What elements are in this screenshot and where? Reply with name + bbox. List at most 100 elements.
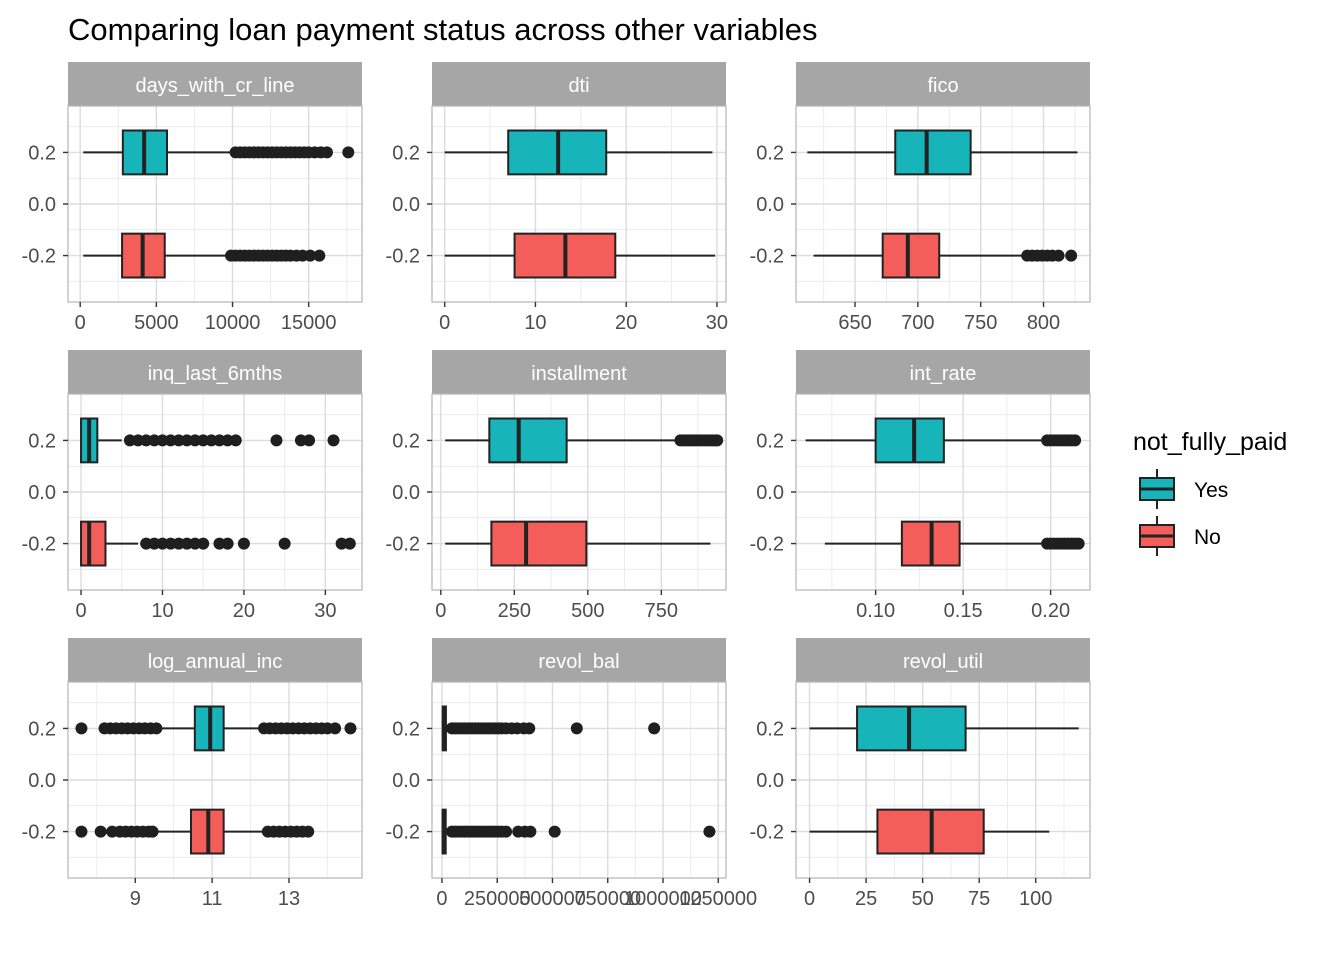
- y-tick-label: 0.2: [392, 430, 420, 452]
- x-tick-label: 0.15: [944, 600, 983, 622]
- x-tick-label: 20: [615, 312, 637, 334]
- outlier-point: [313, 249, 326, 262]
- panel-days_with_cr_line: days_with_cr_line 0.2 0.0 -0.2 0 5000 10000 150…: [22, 62, 363, 334]
- x-tick-label: 0: [439, 312, 450, 334]
- panel-inq_last_6mths: inq_last_6mths 0.2 0.0 -0.2 0 10 20 30: [22, 350, 363, 622]
- box-yes: [75, 705, 357, 752]
- y-tick-label: 0.0: [756, 770, 784, 792]
- facet-label: installment: [531, 363, 627, 385]
- box-yes: [807, 129, 1078, 176]
- y-tick-label: 0.0: [28, 194, 56, 216]
- x-tick-label: 750000: [574, 888, 641, 910]
- y-tick-label: -0.2: [386, 534, 420, 556]
- x-tick-label: 1000000: [624, 888, 702, 910]
- x-tick-label: 11: [202, 888, 223, 910]
- y-tick-label: 0.2: [756, 142, 784, 164]
- x-tick-label: 75: [968, 888, 990, 910]
- box-yes: [809, 705, 1079, 752]
- outlier-point: [278, 537, 291, 550]
- x-tick-label: 650: [838, 312, 871, 334]
- y-tick-label: 0.2: [28, 142, 56, 164]
- x-tick-label: 0: [75, 600, 86, 622]
- x-tick-label: 500000: [519, 888, 586, 910]
- facet-strip: [432, 350, 726, 394]
- y-tick-label: -0.2: [750, 534, 784, 556]
- x-tick-label: 10: [524, 312, 546, 334]
- panel-revol_util: revol_util 0.2 0.0 -0.2 0 25 50 75 100: [750, 638, 1091, 910]
- box-no: [444, 232, 716, 279]
- facet-label: inq_last_6mths: [148, 363, 283, 385]
- box-no: [80, 520, 356, 567]
- panel-dti: dti 0.2 0.0 -0.2 0 10 20 30: [386, 62, 728, 334]
- outlier-point: [75, 825, 88, 838]
- box-yes: [445, 417, 724, 464]
- y-tick-label: 0.2: [28, 718, 56, 740]
- facet-label: revol_bal: [538, 651, 619, 673]
- x-tick-label: 25: [855, 888, 877, 910]
- facet-strip: [68, 62, 362, 106]
- panel-installment: installment 0.2 0.0 -0.2 0 250 500 750: [386, 350, 727, 622]
- outlier-point: [342, 146, 355, 159]
- y-tick-label: -0.2: [750, 822, 784, 844]
- outlier-point: [703, 825, 716, 838]
- x-tick-label: 0: [435, 600, 446, 622]
- y-tick-label: 0.0: [756, 482, 784, 504]
- outlier-point: [329, 722, 342, 735]
- x-tick-label: 13: [278, 888, 300, 910]
- x-tick-label: 800: [1027, 312, 1060, 334]
- box-no: [813, 232, 1078, 279]
- facet-strip: [68, 638, 362, 682]
- x-tick-label: 9: [130, 888, 141, 910]
- outlier-point: [221, 537, 234, 550]
- outlier-point: [1065, 249, 1078, 262]
- x-tick-label: 30: [314, 600, 336, 622]
- box-no: [809, 808, 1050, 855]
- outlier-point: [524, 825, 537, 838]
- outlier-point: [344, 722, 357, 735]
- chart-title: Comparing loan payment status across oth…: [68, 12, 818, 47]
- outlier-point: [1052, 249, 1065, 262]
- x-tick-label: 250: [498, 600, 531, 622]
- outlier-point: [75, 722, 88, 735]
- y-tick-label: 0.2: [392, 142, 420, 164]
- y-tick-label: -0.2: [386, 822, 420, 844]
- facet-strip: [796, 62, 1090, 106]
- box-yes: [444, 129, 713, 176]
- x-tick-label: 5000: [134, 312, 179, 334]
- legend-item-yes: Yes: [1139, 469, 1228, 509]
- x-tick-label: 10000: [205, 312, 261, 334]
- box-iqr: [856, 705, 967, 752]
- y-tick-label: -0.2: [750, 246, 784, 268]
- facet-label: fico: [927, 75, 958, 97]
- outlier-point: [94, 825, 107, 838]
- x-tick-label: 0.20: [1031, 600, 1070, 622]
- outlier-point: [1069, 434, 1082, 447]
- outlier-point: [570, 722, 583, 735]
- outlier-point: [327, 434, 340, 447]
- x-tick-label: 1250000: [679, 888, 757, 910]
- x-tick-label: 10: [151, 600, 173, 622]
- outlier-point: [1072, 537, 1085, 550]
- y-tick-label: -0.2: [22, 822, 56, 844]
- outlier-point: [343, 537, 356, 550]
- box-iqr: [881, 232, 941, 279]
- outlier-point: [500, 825, 513, 838]
- y-tick-label: 0.0: [392, 770, 420, 792]
- x-tick-label: 500: [571, 600, 604, 622]
- x-tick-label: 0: [75, 312, 86, 334]
- outlier-point: [197, 537, 210, 550]
- outlier-point: [302, 825, 315, 838]
- y-tick-label: 0.0: [392, 194, 420, 216]
- x-tick-label: 750: [964, 312, 997, 334]
- box-yes: [441, 705, 661, 752]
- x-tick-label: 100: [1019, 888, 1052, 910]
- outlier-point: [711, 434, 724, 447]
- outlier-point: [303, 434, 316, 447]
- x-tick-label: 0.10: [856, 600, 895, 622]
- box-yes: [80, 417, 340, 464]
- legend: not_fully_paid Yes No: [1133, 428, 1287, 556]
- facet-strip: [432, 638, 726, 682]
